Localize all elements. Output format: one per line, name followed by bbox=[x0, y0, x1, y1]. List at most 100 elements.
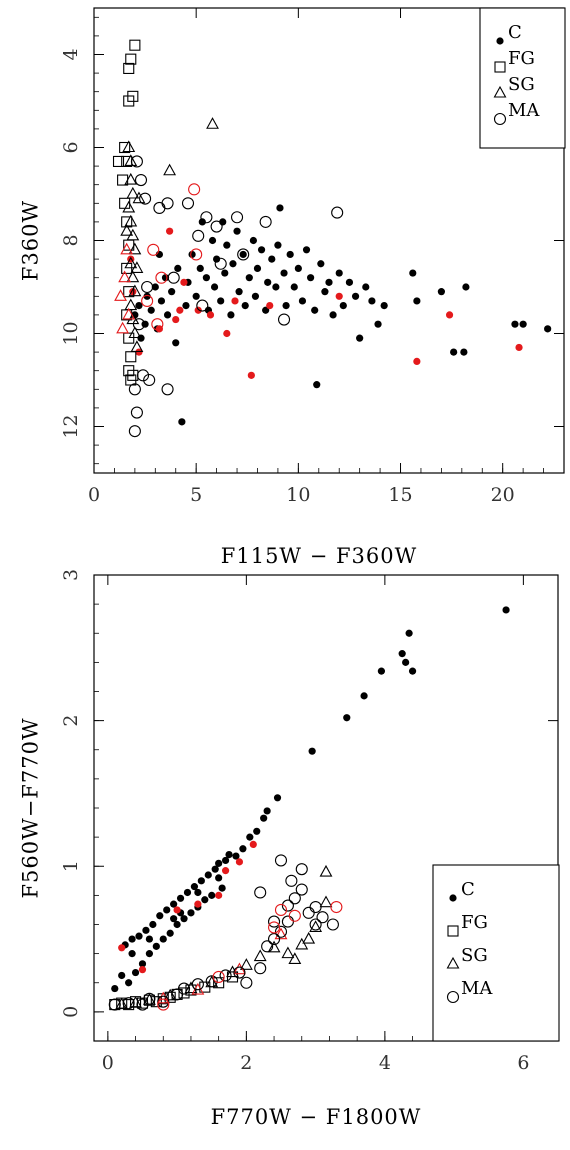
point-ma-red bbox=[157, 998, 170, 1011]
point-c-black bbox=[135, 932, 143, 940]
point-c-black bbox=[183, 888, 192, 897]
point-c-red bbox=[118, 944, 126, 952]
legend: C FG SG MA bbox=[432, 864, 560, 1042]
point-c-black bbox=[135, 302, 143, 310]
point-c-black bbox=[128, 935, 136, 943]
point-sg-black bbox=[267, 940, 281, 953]
point-ma-black bbox=[281, 899, 294, 912]
point-c-black bbox=[282, 302, 290, 310]
point-c-black bbox=[257, 246, 266, 254]
point-sg-black bbox=[128, 242, 142, 255]
point-c-black bbox=[544, 325, 552, 333]
point-sg-black bbox=[115, 997, 129, 1010]
legend-label-sg: SG bbox=[508, 74, 535, 95]
point-c-black bbox=[335, 269, 343, 277]
point-sg-black bbox=[122, 140, 136, 153]
point-ma-black bbox=[240, 976, 253, 989]
point-c-black bbox=[211, 865, 219, 873]
point-sg-red bbox=[233, 962, 246, 975]
point-c-black bbox=[168, 288, 176, 296]
point-ma-black bbox=[181, 197, 195, 210]
point-c-black bbox=[519, 320, 527, 328]
legend-marker-ma bbox=[446, 990, 460, 1004]
point-ma-black bbox=[214, 257, 227, 270]
point-sg-black bbox=[281, 946, 295, 959]
point-sg-red bbox=[274, 927, 288, 940]
point-ma-red bbox=[151, 318, 164, 331]
point-sg-red bbox=[116, 321, 130, 334]
point-c-black bbox=[317, 260, 325, 268]
point-sg-black bbox=[124, 214, 138, 227]
point-c-black bbox=[345, 278, 354, 286]
y-tick-label: 0 bbox=[60, 1006, 82, 1018]
y-tick-label: 4 bbox=[60, 48, 82, 60]
point-sg-black bbox=[163, 988, 177, 1001]
point-c-black bbox=[213, 255, 221, 263]
point-c-black bbox=[351, 292, 360, 300]
point-ma-red bbox=[141, 294, 154, 308]
point-c-black bbox=[462, 283, 470, 291]
point-c-red bbox=[206, 311, 215, 319]
legend-box bbox=[479, 7, 566, 149]
point-fg-black bbox=[127, 90, 139, 102]
point-ma-black bbox=[128, 383, 141, 396]
point-c-black bbox=[253, 827, 261, 835]
point-c-black bbox=[147, 306, 155, 314]
point-ma-red bbox=[147, 243, 160, 256]
point-c-black bbox=[272, 283, 280, 291]
point-c-black bbox=[239, 845, 247, 853]
legend-label-sg: SG bbox=[461, 945, 488, 966]
point-c-black bbox=[502, 606, 510, 614]
point-c-red bbox=[173, 906, 181, 914]
point-ma-black bbox=[326, 918, 339, 931]
point-ma-black bbox=[277, 313, 291, 326]
point-ma-black bbox=[161, 383, 174, 396]
point-c-black bbox=[192, 292, 200, 300]
point-ma-black bbox=[108, 998, 121, 1011]
point-sg-black bbox=[288, 952, 302, 965]
point-c-black bbox=[174, 264, 182, 272]
point-sg-black bbox=[309, 920, 323, 932]
point-c-black bbox=[176, 894, 185, 902]
point-c-black bbox=[201, 896, 209, 904]
point-sg-black bbox=[128, 326, 142, 339]
point-sg-red bbox=[122, 307, 136, 320]
point-fg-black bbox=[129, 39, 141, 51]
point-fg-black bbox=[213, 977, 225, 989]
point-sg-black bbox=[239, 958, 253, 970]
point-sg-black bbox=[302, 931, 316, 944]
point-c-black bbox=[210, 283, 219, 291]
point-fg-black bbox=[150, 996, 162, 1008]
legend-marker-sg bbox=[446, 956, 460, 969]
point-c-black bbox=[161, 274, 170, 282]
point-ma-black bbox=[295, 863, 308, 876]
point-c-black bbox=[172, 339, 180, 347]
point-ma-black bbox=[136, 369, 150, 382]
point-ma-black bbox=[191, 978, 204, 991]
legend-label-ma: MA bbox=[461, 978, 493, 999]
point-sg-black bbox=[124, 256, 138, 269]
point-c-black bbox=[298, 297, 307, 305]
point-c-black bbox=[308, 747, 316, 755]
point-c-red bbox=[180, 278, 188, 286]
point-c-black bbox=[194, 888, 202, 897]
y-tick-label: 6 bbox=[60, 141, 82, 153]
point-c-black bbox=[141, 320, 149, 328]
point-ma-red bbox=[188, 183, 201, 196]
legend-label-fg: FG bbox=[461, 912, 488, 933]
point-c-red bbox=[176, 306, 184, 314]
y-tick-label: 2 bbox=[60, 715, 82, 727]
point-ma-black bbox=[167, 271, 180, 284]
legend: C FG SG MA bbox=[479, 7, 566, 149]
point-ma-black bbox=[295, 883, 308, 896]
point-sg-red bbox=[118, 270, 132, 283]
legend-label-c: C bbox=[461, 879, 475, 900]
x-tick-label: 5 bbox=[190, 484, 202, 506]
point-c-black bbox=[374, 320, 382, 328]
point-ma-black bbox=[200, 211, 213, 224]
point-sg-black bbox=[124, 154, 138, 166]
point-c-black bbox=[118, 971, 126, 980]
point-c-black bbox=[321, 288, 329, 296]
point-ma-black bbox=[210, 220, 223, 233]
